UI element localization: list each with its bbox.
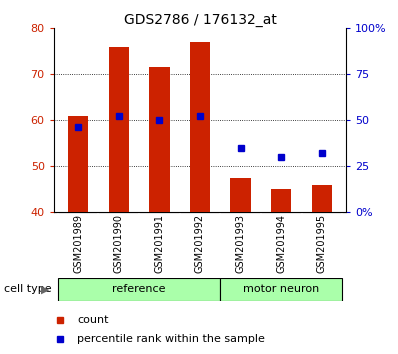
- Bar: [109, 47, 129, 212]
- Text: GSM201989: GSM201989: [73, 215, 83, 273]
- Bar: [271, 189, 291, 212]
- Text: GSM201995: GSM201995: [317, 215, 327, 274]
- Bar: [220, 278, 342, 301]
- Text: GSM201994: GSM201994: [276, 215, 286, 273]
- Bar: [149, 67, 170, 212]
- Text: percentile rank within the sample: percentile rank within the sample: [77, 333, 265, 344]
- Text: motor neuron: motor neuron: [243, 284, 319, 295]
- Text: ▶: ▶: [41, 284, 50, 295]
- Text: GSM201993: GSM201993: [236, 215, 246, 273]
- Text: cell type: cell type: [4, 284, 52, 295]
- Text: GSM201992: GSM201992: [195, 215, 205, 274]
- Bar: [312, 185, 332, 212]
- Bar: [58, 278, 220, 301]
- Text: GSM201990: GSM201990: [114, 215, 124, 273]
- Text: reference: reference: [112, 284, 166, 295]
- Bar: [190, 42, 210, 212]
- Text: GSM201991: GSM201991: [154, 215, 164, 273]
- Title: GDS2786 / 176132_at: GDS2786 / 176132_at: [123, 13, 277, 27]
- Bar: [230, 178, 251, 212]
- Bar: [68, 116, 88, 212]
- Text: count: count: [77, 315, 109, 325]
